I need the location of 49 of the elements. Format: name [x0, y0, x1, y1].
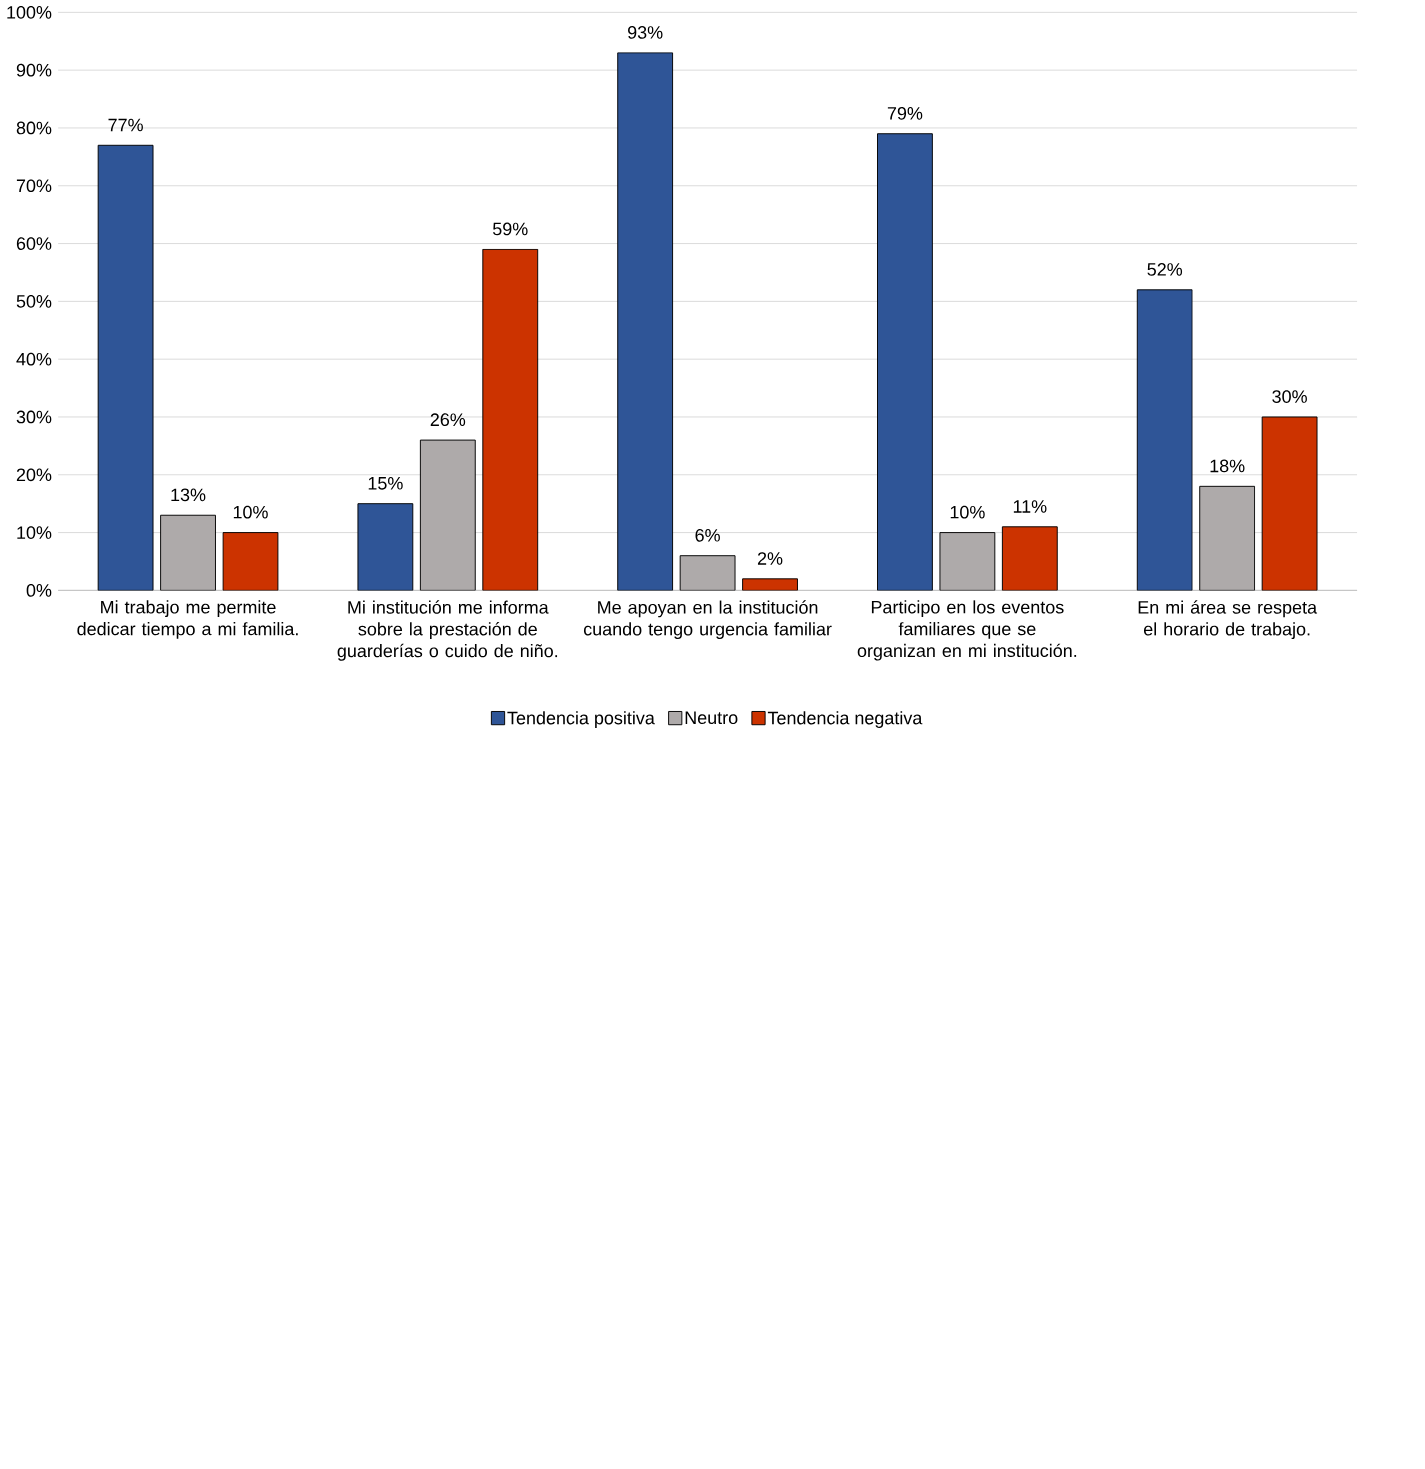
x-tick-label: Mi trabajo me permite dedicar tiempo a mi familia.	[77, 600, 298, 639]
bar	[1136, 289, 1193, 591]
data-label: 2%	[757, 552, 783, 565]
data-label: 30%	[1272, 390, 1307, 403]
x-tick-label: En mi área se respeta el horario de trabajo.	[1138, 600, 1317, 640]
x-tick-label: Participo en los eventos familiares que se organizan en mi institución.	[857, 600, 1076, 661]
y-tick-label: 90%	[16, 63, 52, 77]
y-tick-label: 70%	[16, 179, 52, 193]
y-tick-label: 0%	[26, 584, 52, 597]
legend-label: Tendencia positiva	[507, 711, 655, 728]
bar	[97, 144, 154, 591]
data-label: 10%	[233, 505, 268, 519]
bar	[419, 439, 476, 591]
x-tick-label: Mi institución me informa sobre la prestación de guarderías o cuido de niño.	[337, 600, 557, 661]
bar	[222, 532, 279, 591]
y-tick-label: 10%	[17, 526, 52, 539]
data-label: 52%	[1147, 263, 1182, 276]
bar	[617, 52, 673, 591]
y-tick-label: 80%	[16, 121, 52, 135]
data-label: 18%	[1210, 459, 1245, 473]
data-label: 13%	[171, 488, 206, 502]
data-label: 59%	[492, 222, 528, 236]
data-label: 77%	[108, 118, 143, 132]
bar	[939, 532, 996, 591]
data-label: 79%	[887, 106, 923, 120]
bar	[1261, 416, 1318, 591]
bar	[482, 248, 539, 591]
data-label: 6%	[695, 528, 720, 542]
data-label: 15%	[368, 477, 403, 490]
bar	[679, 555, 736, 591]
data-label: 11%	[1013, 500, 1047, 513]
bar	[742, 578, 798, 591]
y-tick-label: 30%	[16, 410, 52, 424]
bar	[1001, 526, 1058, 591]
bar	[1199, 485, 1255, 591]
x-tick-label: Me apoyan en la institución cuando tengo urgencia familiar	[583, 600, 832, 640]
y-tick-label: 40%	[16, 352, 52, 366]
bar	[357, 503, 414, 591]
y-tick-label: 20%	[16, 468, 52, 482]
legend-label: Tendencia negativa	[767, 711, 923, 728]
bar	[159, 514, 216, 591]
legend-label: Neutro	[685, 711, 738, 725]
bar	[876, 133, 933, 591]
y-tick-label: 100%	[7, 5, 52, 19]
data-label: 93%	[627, 26, 663, 39]
data-label: 10%	[950, 505, 985, 519]
y-tick-label: 60%	[16, 237, 52, 250]
data-label: 26%	[430, 413, 466, 427]
y-tick-label: 50%	[16, 295, 52, 308]
